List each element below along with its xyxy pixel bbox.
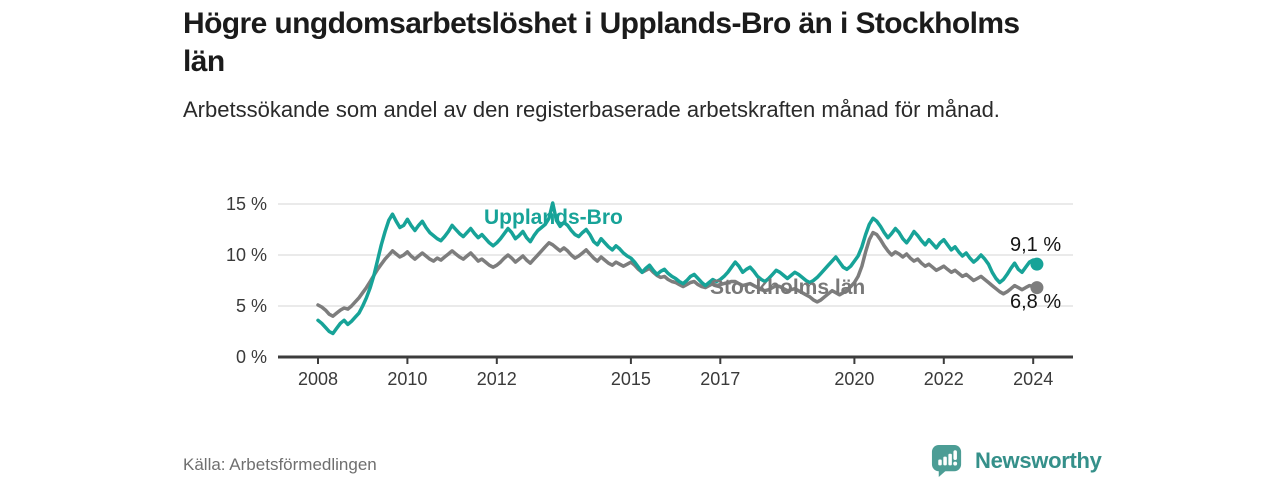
y-tick-label: 10 % (226, 245, 267, 265)
y-tick-label: 5 % (236, 296, 267, 316)
series-label-stockholms-lan: Stockholms län (710, 276, 866, 299)
series-line (316, 230, 1039, 318)
series-label-upplands-bro: Upplands-Bro (484, 206, 623, 229)
x-tick-label: 2010 (387, 369, 427, 389)
y-tick-label: 15 % (226, 194, 267, 214)
newsworthy-logo: Newsworthy (930, 443, 1102, 478)
series-line (316, 201, 1039, 336)
x-tick-label: 2022 (924, 369, 964, 389)
source-note: Källa: Arbetsförmedlingen (183, 455, 377, 474)
x-tick-label: 2024 (1013, 369, 1053, 389)
x-tick-label: 2020 (834, 369, 874, 389)
x-tick-label: 2012 (477, 369, 517, 389)
newsworthy-wordmark: Newsworthy (975, 447, 1102, 473)
end-value-label-upplands-bro: 9,1 % (1010, 234, 1062, 256)
end-value-label-stockholms-lan: 6,8 % (1010, 291, 1062, 313)
chart-title: Högre ungdomsarbetslöshet i Upplands-Bro… (183, 7, 1020, 78)
series-end-dot (1030, 257, 1044, 271)
x-tick-label: 2017 (700, 369, 740, 389)
y-tick-label: 0 % (236, 347, 267, 367)
series-end-dot (1030, 281, 1044, 295)
x-tick-label: 2008 (298, 369, 338, 389)
x-tick-label: 2015 (611, 369, 651, 389)
newsworthy-bar-chart-bubble-icon (931, 444, 962, 478)
chart-subtitle: Arbetssökande som andel av den registerb… (183, 97, 1000, 122)
